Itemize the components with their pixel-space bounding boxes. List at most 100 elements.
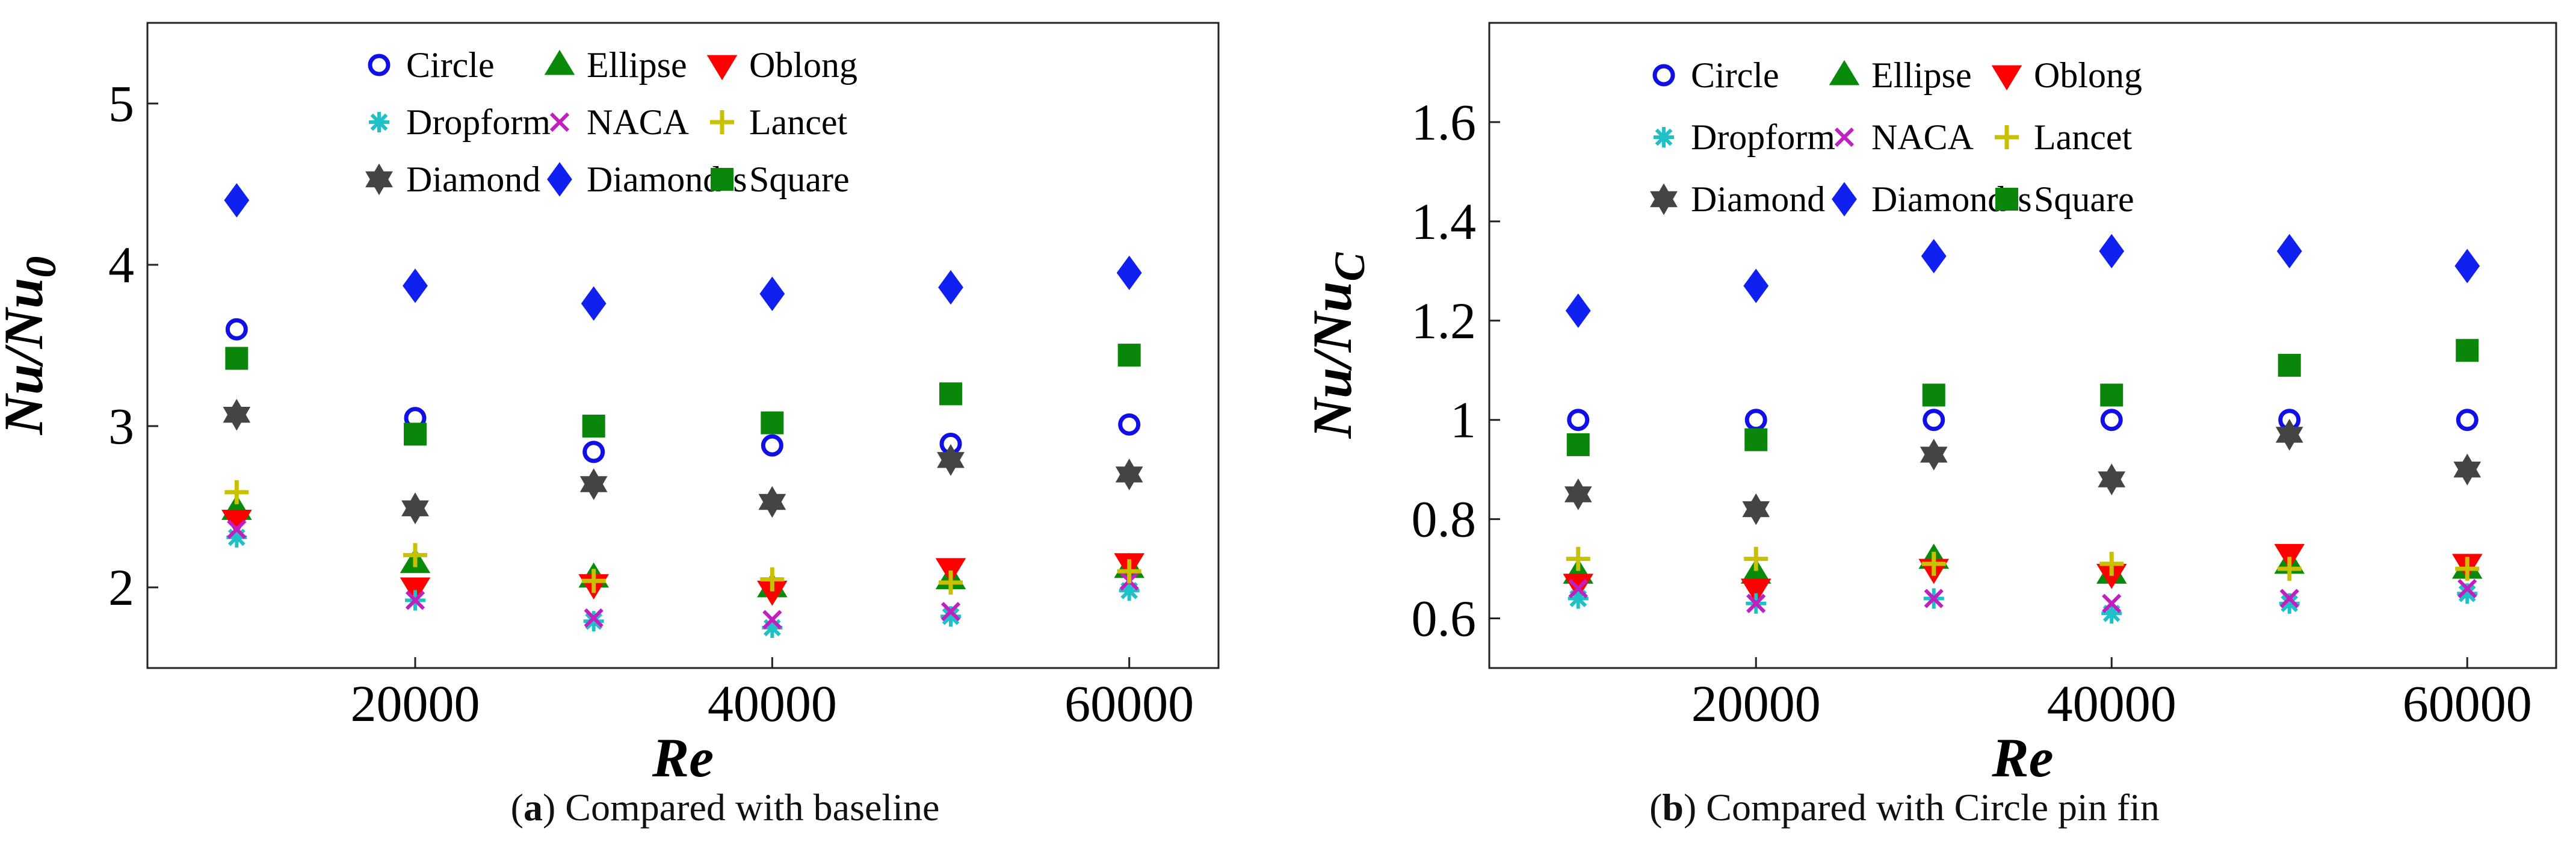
point-square — [404, 422, 427, 446]
point-naca — [762, 610, 782, 629]
point-square — [2100, 383, 2124, 407]
point-oblong — [2096, 563, 2127, 589]
data-points — [221, 183, 1144, 638]
point-square — [1566, 433, 1590, 456]
x-tick-label: 20000 — [351, 675, 480, 732]
legend-marker-circle — [1652, 64, 1675, 87]
point-dropform — [1119, 580, 1140, 601]
legend-marker-naca — [1834, 127, 1855, 147]
legend-marker-diamond — [1650, 183, 1678, 215]
legend-label-diamond: Diamond — [406, 159, 540, 199]
point-diamond-s — [2099, 234, 2125, 268]
legend: Circle Ellipse Oblong Dropform NACA Lancet Dia… — [1650, 55, 2142, 219]
point-diamond — [579, 468, 608, 500]
point-naca — [2457, 578, 2477, 599]
point-circle — [761, 434, 783, 457]
y-tick-label: 1.2 — [1412, 292, 1477, 350]
legend-marker-lancet — [1995, 125, 2019, 149]
point-diamond — [2275, 419, 2303, 451]
point-circle — [1567, 409, 1590, 432]
point-diamond-s — [938, 270, 963, 305]
caption-a: (a) Compared with baseline — [510, 786, 940, 829]
point-lancet — [939, 570, 963, 595]
legend-marker-diamond-s — [547, 162, 572, 197]
point-square — [939, 382, 962, 406]
point-square — [1744, 428, 1768, 451]
y-tick-label: 1.6 — [1412, 93, 1477, 151]
point-dropform — [2101, 603, 2122, 624]
legend-label-square: Square — [2034, 179, 2134, 219]
point-diamond-s — [2454, 249, 2480, 283]
point-lancet — [1921, 551, 1946, 576]
point-square — [582, 415, 605, 438]
point-dropform — [762, 617, 783, 638]
point-diamond-s — [1565, 293, 1591, 328]
legend-marker-ellipse — [1829, 60, 1860, 85]
point-ellipse — [1740, 558, 1771, 584]
x-tick-label: 60000 — [2403, 675, 2532, 732]
legend-label-naca: NACA — [587, 102, 689, 142]
point-square — [1922, 383, 1945, 407]
x-tick-label: 20000 — [1691, 675, 1821, 732]
point-diamond — [937, 444, 965, 476]
legend-marker-diamond — [365, 163, 393, 196]
point-diamond — [1920, 439, 1948, 471]
y-tick-label: 1.4 — [1412, 193, 1477, 250]
point-naca — [2279, 589, 2299, 608]
point-dropform — [2279, 593, 2300, 614]
legend-marker-square — [1995, 188, 2018, 211]
point-oblong — [1740, 578, 1771, 604]
legend-label-dropform: Dropform — [406, 102, 551, 142]
legend-label-lancet: Lancet — [2034, 117, 2133, 157]
legend-label-ellipse: Ellipse — [1871, 55, 1972, 95]
point-dropform — [941, 606, 961, 627]
x-axis-label: Re — [652, 727, 714, 788]
point-lancet — [760, 567, 785, 592]
point-lancet — [1117, 559, 1141, 584]
x-tick-label: 40000 — [708, 675, 837, 732]
legend-label-ellipse: Ellipse — [587, 45, 687, 85]
legend-marker-dropform — [1654, 127, 1674, 147]
legend-marker-naca — [549, 112, 570, 132]
point-square — [2456, 339, 2479, 362]
point-naca — [405, 590, 425, 610]
legend-marker-oblong — [1991, 65, 2022, 91]
point-circle — [1744, 409, 1767, 432]
legend-marker-circle — [368, 54, 391, 76]
y-tick-label: 5 — [108, 75, 134, 132]
legend-marker-diamond-s — [1832, 182, 1857, 217]
point-diamond-s — [759, 276, 785, 311]
point-oblong — [2274, 543, 2305, 569]
legend-label-naca: NACA — [1871, 117, 1974, 157]
point-diamond-s — [403, 268, 428, 303]
point-naca — [2102, 593, 2122, 613]
legend-label-lancet: Lancet — [749, 102, 848, 142]
point-square — [1117, 344, 1141, 367]
point-circle — [1923, 409, 1945, 432]
point-diamond — [1564, 478, 1592, 510]
point-square — [761, 411, 784, 435]
point-diamond-s — [224, 183, 250, 218]
y-axis-label: Nu/NuC — [1302, 252, 1374, 439]
point-oblong — [757, 580, 788, 606]
point-diamond-s — [1921, 238, 1947, 274]
point-oblong — [221, 509, 252, 535]
legend: Circle Ellipse Oblong Dropform NACA Lancet Dia… — [365, 45, 857, 199]
point-lancet — [2277, 557, 2302, 581]
point-square — [225, 347, 249, 370]
point-circle — [225, 318, 248, 341]
point-naca — [941, 602, 961, 622]
chart-panel-a: 20000 40000 60000 2 3 4 5 Re Nu/Nu0 Circle Ellipse… — [0, 22, 1220, 788]
point-diamond-s — [1116, 255, 1142, 290]
y-tick-label: 0.6 — [1412, 590, 1477, 648]
point-naca — [1568, 578, 1588, 599]
legend-marker-oblong — [706, 55, 738, 81]
point-circle — [1118, 413, 1141, 436]
point-diamond — [1115, 459, 1143, 490]
legend-label-dropform: Dropform — [1691, 117, 1835, 157]
point-naca — [227, 519, 247, 539]
legend-label-circle: Circle — [1691, 55, 1779, 95]
point-naca — [1746, 593, 1766, 613]
legend-marker-ellipse — [544, 49, 575, 75]
point-lancet — [224, 480, 249, 504]
